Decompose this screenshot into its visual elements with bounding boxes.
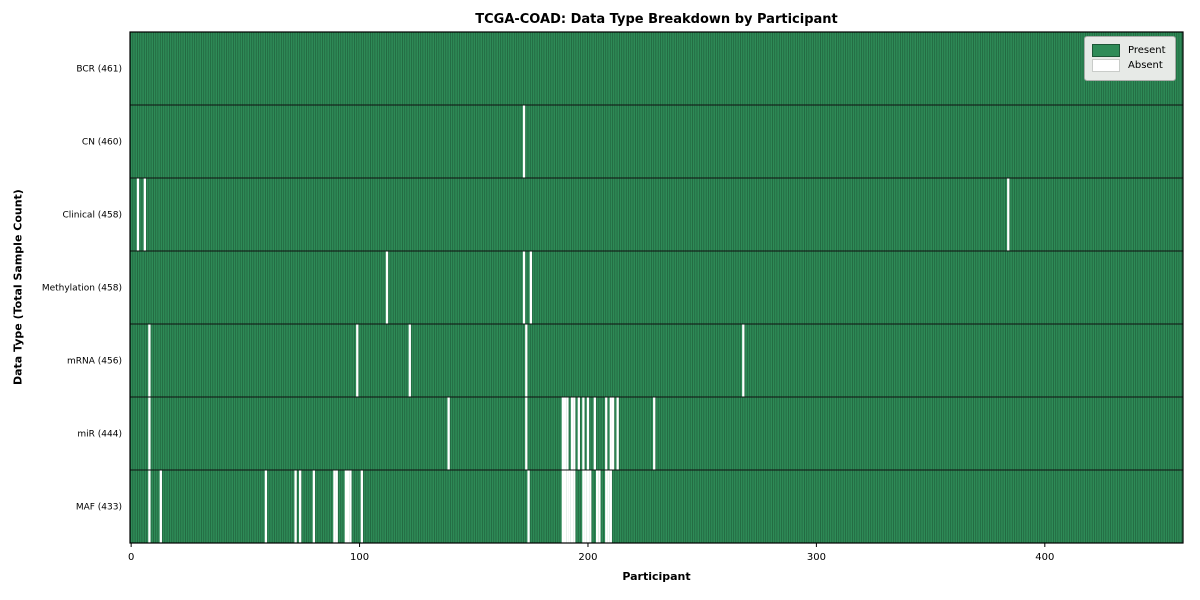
absent-line [563, 397, 567, 470]
absent-line [385, 251, 389, 324]
absent-line [408, 324, 411, 397]
absent-line [1007, 178, 1010, 251]
x-tick-label: 200 [578, 552, 597, 563]
absent-line [299, 470, 302, 543]
legend-entry-present: Present [1092, 44, 1168, 57]
absent-line [294, 470, 297, 543]
absent-line [573, 397, 576, 470]
absent-line [148, 324, 151, 397]
absent-line [529, 251, 533, 324]
absent-line [333, 470, 336, 543]
absent-line [568, 470, 571, 543]
absent-line [609, 397, 612, 470]
absent-line [335, 470, 338, 543]
absent-line [136, 178, 140, 251]
absent-line [582, 470, 585, 543]
absent-line [584, 470, 587, 543]
absent-line [312, 470, 316, 543]
legend-absent-label: Absent [1128, 60, 1163, 71]
row-band [130, 32, 1183, 105]
row-label: Methylation (458) [42, 284, 122, 294]
absent-line [143, 178, 146, 251]
legend: Present Absent [1084, 36, 1176, 81]
row-label: BCR (461) [76, 65, 122, 75]
row-band [130, 324, 1183, 397]
absent-line [349, 470, 352, 543]
absent-line [561, 397, 564, 470]
row-band [130, 178, 1183, 251]
row-label: MAF (433) [76, 503, 122, 513]
absent-line [356, 324, 359, 397]
absent-line [595, 470, 599, 543]
absent-line [609, 470, 612, 543]
row-label: mRNA (456) [67, 357, 122, 367]
row-label: miR (444) [77, 430, 122, 440]
row-label: CN (460) [82, 138, 122, 148]
absent-line [586, 397, 590, 470]
absent-line [570, 470, 574, 543]
absent-line [616, 397, 619, 470]
absent-line [589, 470, 592, 543]
absent-line [577, 397, 580, 470]
absent-line [605, 470, 608, 543]
legend-present-swatch [1092, 44, 1120, 57]
chart-title: TCGA-COAD: Data Type Breakdown by Partic… [475, 12, 838, 27]
x-axis-label: Participant [622, 570, 691, 583]
absent-line [527, 470, 530, 543]
legend-absent-swatch [1092, 59, 1120, 72]
absent-line [563, 470, 567, 543]
absent-line [264, 470, 268, 543]
absent-line [360, 470, 363, 543]
absent-line [582, 397, 585, 470]
absent-line [593, 397, 596, 470]
absent-line [653, 397, 656, 470]
plot-border [129, 31, 1184, 544]
absent-line [605, 397, 608, 470]
absent-line [566, 397, 569, 470]
absent-line [570, 397, 574, 470]
row-band [130, 105, 1183, 178]
x-tick-label: 0 [128, 552, 134, 563]
absent-line [573, 470, 576, 543]
absent-line [598, 470, 601, 543]
absent-line [148, 397, 151, 470]
absent-line [148, 470, 151, 543]
row-band [130, 251, 1183, 324]
absent-line [346, 470, 350, 543]
x-tick-label: 100 [350, 552, 369, 563]
absent-line [522, 105, 526, 178]
absent-line [742, 324, 745, 397]
row-band [130, 397, 1183, 470]
absent-line [611, 397, 615, 470]
absent-line [561, 470, 564, 543]
row-label: Clinical (458) [62, 211, 122, 221]
absent-line [607, 470, 610, 543]
legend-entry-absent: Absent [1092, 59, 1168, 72]
legend-present-label: Present [1128, 45, 1166, 56]
absent-line [566, 470, 569, 543]
absent-line [525, 397, 528, 470]
row-band [130, 470, 1183, 543]
absent-line [586, 470, 590, 543]
absent-line [447, 397, 450, 470]
x-tick-label: 300 [807, 552, 826, 563]
absent-line [525, 324, 528, 397]
x-tick-label: 400 [1035, 552, 1054, 563]
absent-line [344, 470, 347, 543]
absent-line [159, 470, 162, 543]
absent-line [522, 251, 526, 324]
